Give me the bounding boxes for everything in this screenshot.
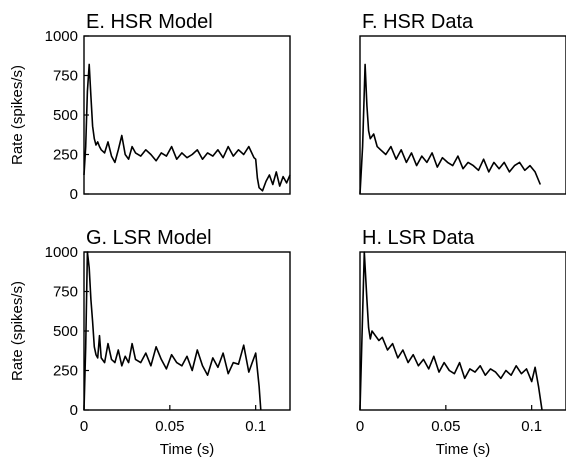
x-tick-label: 0.05 <box>431 418 460 435</box>
panel-title: H. LSR Data <box>362 227 475 249</box>
y-tick-label: 0 <box>70 186 78 203</box>
y-axis-label: Rate (spikes/s) <box>9 281 26 381</box>
panel-e-hsr-model: E. HSR Model 0 250 500 750 1000 Rate (spikes/s… <box>9 11 291 203</box>
x-axis-label: Time (s) <box>160 441 214 458</box>
panel-title: E. HSR Model <box>86 11 213 33</box>
x-tick-label: 0.1 <box>245 418 266 435</box>
panel-title: F. HSR Data <box>362 11 474 33</box>
panel-h-lsr-data: H. LSR Data 0 0.05 0.1 Time (s) <box>356 227 566 458</box>
y-tick-label: 500 <box>53 323 78 340</box>
y-axis-label: Rate (spikes/s) <box>9 65 26 165</box>
y-tick-label: 1000 <box>45 244 78 261</box>
y-tick-label: 0 <box>70 402 78 419</box>
x-tick-label: 0 <box>356 418 364 435</box>
plot-frame <box>83 35 291 195</box>
y-tick-label: 250 <box>53 147 78 164</box>
plot-frame <box>359 35 566 195</box>
x-tick-label: 0.05 <box>155 418 184 435</box>
y-tick-label: 750 <box>53 68 78 85</box>
x-tick-label: 0 <box>80 418 88 435</box>
rate-trace <box>359 63 542 195</box>
rate-trace <box>83 251 262 411</box>
y-tick-label: 250 <box>53 363 78 380</box>
x-tick-label: 0.1 <box>521 418 542 435</box>
y-tick-label: 750 <box>53 284 78 301</box>
rate-trace <box>359 251 543 411</box>
y-tick-label: 1000 <box>45 28 78 45</box>
y-tick-label: 500 <box>53 107 78 124</box>
panel-f-hsr-data: F. HSR Data <box>359 11 566 195</box>
x-axis-label: Time (s) <box>436 441 490 458</box>
panel-title: G. LSR Model <box>86 227 212 249</box>
rate-trace <box>83 63 291 192</box>
panel-g-lsr-model: G. LSR Model 0 250 500 750 1000 0 0.05 0.1 Rate (… <box>9 227 291 458</box>
plot-frame <box>359 251 566 411</box>
